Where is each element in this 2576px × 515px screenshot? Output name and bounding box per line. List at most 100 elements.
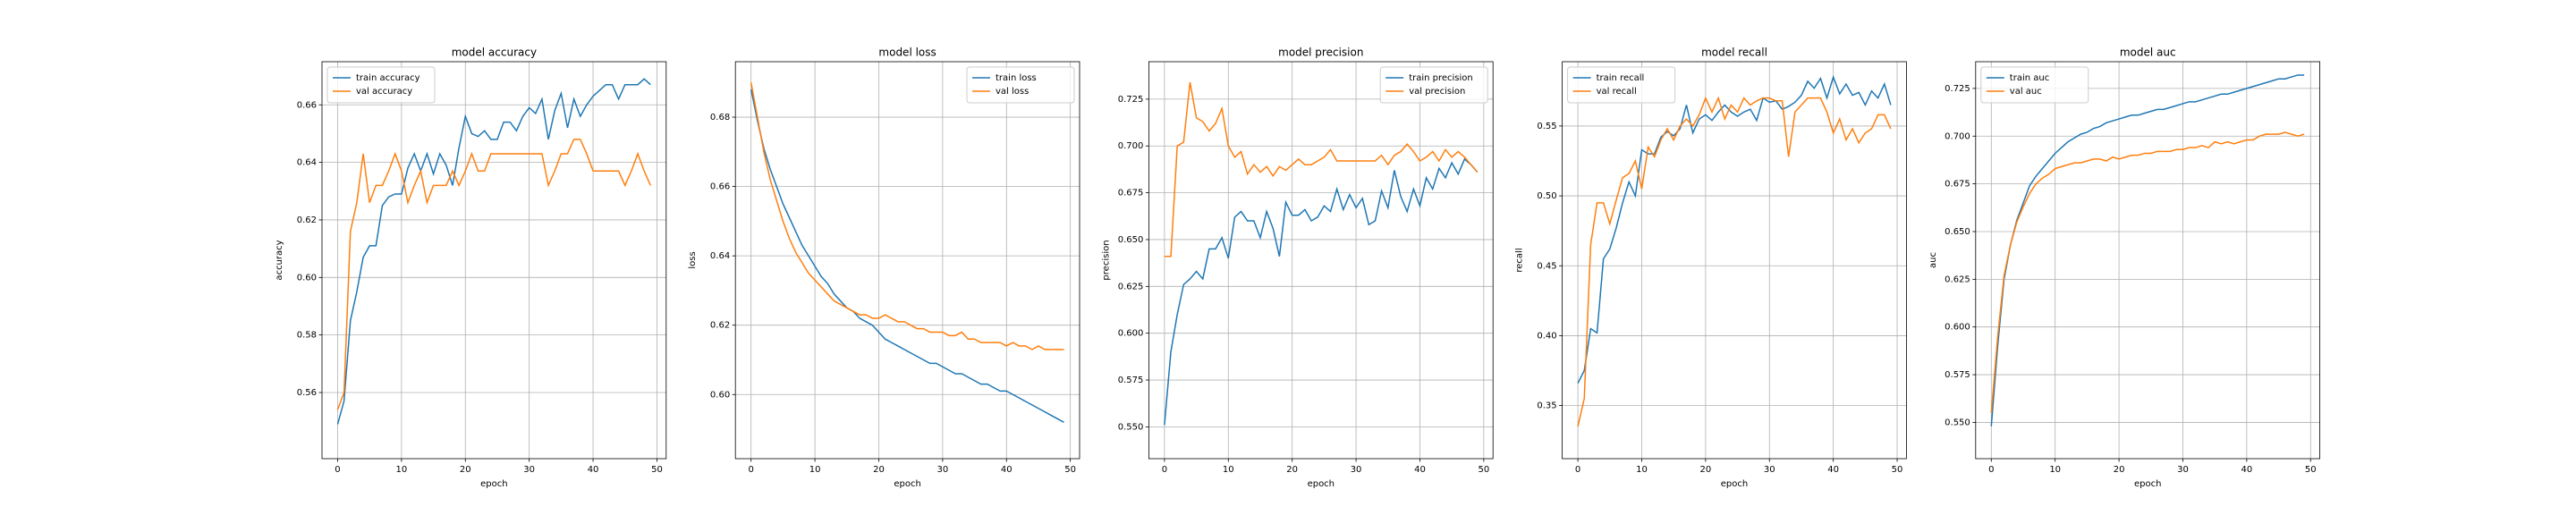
- x-tick-label: 40: [1414, 465, 1426, 475]
- y-tick-label: 0.550: [1945, 418, 1970, 427]
- y-tick-label: 0.55: [1537, 122, 1556, 131]
- legend-label: val recall: [1597, 87, 1637, 97]
- axes-frame: [734, 61, 1080, 460]
- y-tick-label: 0.60: [297, 273, 317, 283]
- y-tick-label: 0.66: [710, 182, 730, 192]
- x-tick-label: 0: [749, 465, 754, 475]
- x-tick-label: 40: [1001, 465, 1013, 475]
- x-tick-label: 0: [335, 465, 340, 475]
- legend: train precision val precision: [1379, 66, 1488, 104]
- legend-label: val loss: [996, 87, 1029, 97]
- legend-box: [966, 66, 1075, 104]
- chart-title: model recall: [1701, 46, 1767, 59]
- series-line: [1577, 74, 1892, 384]
- legend-label: train recall: [1597, 73, 1645, 83]
- x-tick-label: 10: [809, 465, 821, 475]
- y-axis-label: precision: [1101, 240, 1111, 280]
- x-tick-label: 30: [1351, 465, 1362, 475]
- subplot: 0 10 20 30 40 50 0.56 0.58 0.60 0.62 0.64 0.66 model…: [275, 46, 667, 489]
- plot-area: [1975, 62, 2320, 459]
- series-line: [1164, 81, 1479, 258]
- plot-area: [735, 62, 1080, 459]
- axes-frame: [321, 61, 667, 460]
- y-tick-label: 0.625: [1945, 274, 1970, 284]
- legend-box: [326, 66, 436, 104]
- y-tick-label: 0.58: [297, 331, 317, 341]
- legend: train auc val auc: [1980, 66, 2089, 104]
- legend-box: [1980, 66, 2089, 104]
- y-tick-label: 0.600: [1118, 329, 1144, 339]
- x-tick-label: 0: [1162, 465, 1167, 475]
- plot-area: [322, 62, 666, 459]
- y-axis-label: loss: [688, 251, 698, 268]
- x-tick-label: 0: [1988, 465, 1994, 475]
- chart-title: model auc: [2120, 46, 2176, 59]
- y-axis-label: recall: [1515, 248, 1525, 272]
- x-tick-label: 10: [396, 465, 408, 475]
- x-tick-label: 20: [1700, 465, 1712, 475]
- y-tick-label: 0.725: [1118, 95, 1144, 105]
- y-tick-label: 0.35: [1537, 401, 1556, 411]
- x-tick-label: 40: [588, 465, 599, 475]
- y-tick-label: 0.56: [297, 388, 317, 398]
- y-tick-label: 0.650: [1945, 227, 1970, 237]
- x-tick-label: 30: [523, 465, 535, 475]
- y-tick-label: 0.62: [297, 215, 317, 225]
- x-axis-label: epoch: [2134, 479, 2161, 489]
- legend-label: val auc: [2010, 87, 2042, 97]
- y-tick-label: 0.700: [1118, 141, 1144, 151]
- subplot: 0 10 20 30 40 50 0.60 0.62 0.64 0.66 0.68 model los…: [688, 46, 1080, 489]
- axes-frame: [1148, 61, 1494, 460]
- y-tick-label: 0.62: [710, 321, 730, 331]
- x-axis-label: epoch: [1308, 479, 1335, 489]
- legend-label: train auc: [2010, 73, 2049, 83]
- chart-title: model accuracy: [452, 46, 537, 59]
- chart-title: model precision: [1278, 46, 1363, 59]
- subplot: 0 10 20 30 40 50 0.35 0.40 0.45 0.50 0.55 model rec…: [1515, 46, 1907, 489]
- x-tick-label: 50: [1478, 465, 1489, 475]
- series-line: [1577, 96, 1892, 427]
- y-tick-label: 0.60: [710, 390, 730, 400]
- y-tick-label: 0.725: [1945, 84, 1970, 94]
- legend: train loss val loss: [966, 66, 1075, 104]
- legend-label: val accuracy: [356, 87, 412, 97]
- y-tick-label: 0.66: [297, 100, 317, 110]
- plot-area: [1562, 62, 1907, 459]
- y-tick-label: 0.575: [1118, 376, 1144, 385]
- x-axis-label: epoch: [1721, 479, 1748, 489]
- y-axis-label: accuracy: [275, 240, 284, 280]
- x-tick-label: 50: [651, 465, 663, 475]
- axes-frame: [1975, 61, 2321, 460]
- series-line: [1990, 74, 2305, 426]
- series-line: [750, 82, 1064, 350]
- y-axis-label: auc: [1928, 252, 1938, 268]
- series-line: [1164, 157, 1479, 426]
- y-tick-label: 0.600: [1945, 323, 1970, 333]
- x-tick-label: 50: [2305, 465, 2317, 475]
- legend-box: [1379, 66, 1488, 104]
- x-tick-label: 30: [2177, 465, 2189, 475]
- x-tick-label: 20: [873, 465, 885, 475]
- x-axis-label: epoch: [480, 479, 507, 489]
- y-tick-label: 0.68: [710, 113, 730, 122]
- x-tick-label: 10: [1636, 465, 1648, 475]
- x-tick-label: 30: [936, 465, 948, 475]
- legend-label: train loss: [996, 73, 1037, 83]
- x-tick-label: 40: [2241, 465, 2252, 475]
- legend-label: train precision: [1409, 73, 1473, 83]
- x-tick-label: 20: [2114, 465, 2125, 475]
- y-tick-label: 0.700: [1945, 131, 1970, 141]
- series-line: [336, 78, 651, 425]
- x-tick-label: 20: [1286, 465, 1298, 475]
- x-tick-label: 50: [1064, 465, 1076, 475]
- y-tick-label: 0.575: [1945, 370, 1970, 380]
- y-tick-label: 0.45: [1537, 261, 1556, 271]
- legend-label: train accuracy: [356, 73, 420, 83]
- x-tick-label: 10: [2049, 465, 2061, 475]
- x-tick-label: 40: [1827, 465, 1839, 475]
- y-tick-label: 0.675: [1945, 180, 1970, 190]
- series-line: [750, 89, 1064, 423]
- axes-frame: [1562, 61, 1907, 460]
